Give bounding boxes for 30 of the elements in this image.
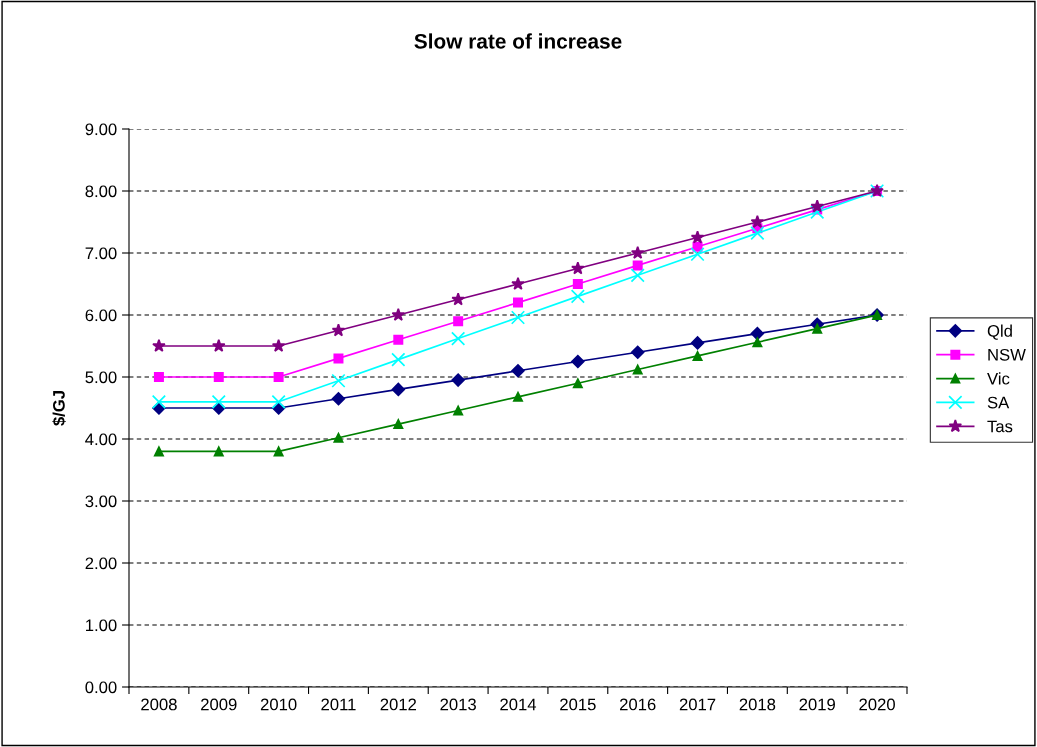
legend-label: Tas (987, 420, 1013, 433)
y-axis-title: $/GJ (52, 391, 66, 426)
x-tick-label: 2014 (500, 698, 537, 711)
chart-title: Slow rate of increase (414, 33, 622, 49)
y-tick-label: 4.00 (85, 433, 117, 446)
x-tick-label: 2012 (380, 698, 417, 711)
y-tick-label: 3.00 (85, 495, 117, 508)
x-tick-label: 2016 (619, 698, 656, 711)
y-tick-label: 0.00 (85, 681, 117, 694)
x-tick-label: 2017 (679, 698, 716, 711)
x-tick-label: 2009 (201, 698, 237, 711)
y-tick-label: 2.00 (85, 557, 117, 570)
legend-label: Qld (987, 324, 1012, 340)
y-tick-label: 7.00 (85, 247, 117, 260)
x-tick-label: 2008 (141, 698, 177, 711)
legend-label: SA (987, 396, 1010, 409)
y-tick-label: 5.00 (85, 371, 117, 384)
x-tick-label: 2015 (560, 698, 596, 711)
y-tick-label: 1.00 (86, 619, 117, 632)
x-tick-label: 2019 (799, 698, 835, 711)
legend-label: NSW (988, 348, 1026, 361)
y-tick-label: 8.00 (85, 185, 117, 198)
y-tick-label: 6.00 (85, 309, 117, 322)
x-tick-label: 2010 (260, 698, 297, 711)
y-tick-label: 9.00 (85, 123, 117, 136)
x-tick-label: 2018 (739, 698, 776, 711)
x-tick-label: 2011 (321, 698, 356, 711)
x-tick-label: 2020 (859, 698, 895, 711)
legend-label: Vic (987, 372, 1010, 385)
x-tick-label: 2013 (440, 698, 476, 711)
